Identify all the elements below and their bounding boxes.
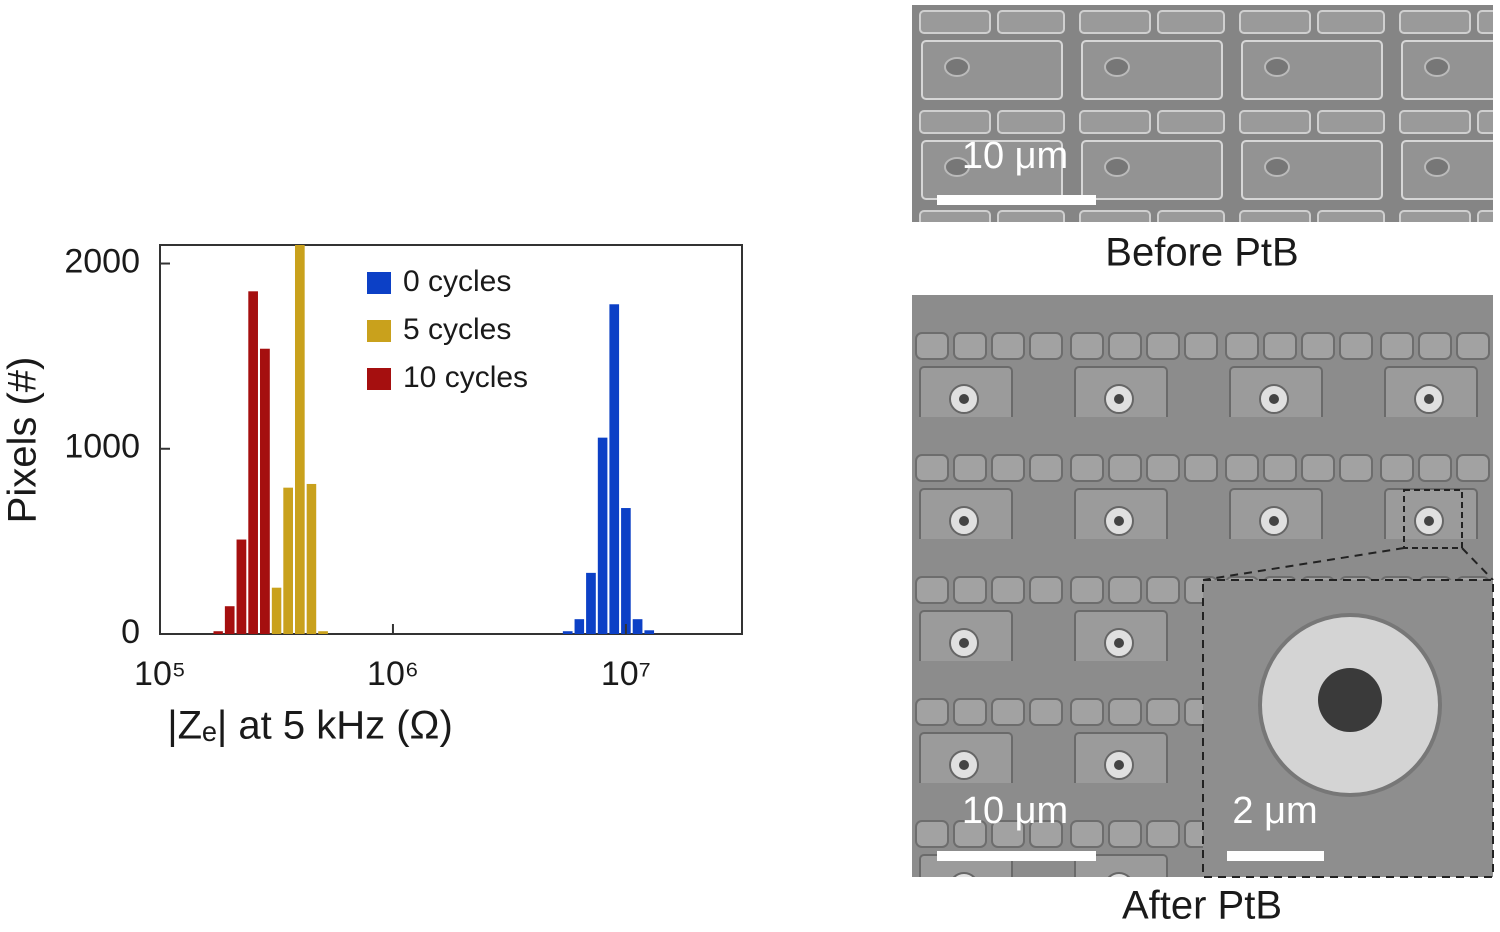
- bar: [236, 539, 247, 634]
- inset-scale-bar-label: 2 μm: [1232, 790, 1317, 832]
- bar: [586, 572, 596, 634]
- y-tick-label: 2000: [64, 243, 140, 281]
- y-tick-label: 1000: [64, 428, 140, 466]
- scale-bar-label: 10 μm: [962, 135, 1068, 177]
- x-tick-label: 10⁷: [601, 655, 651, 693]
- bar: [294, 245, 305, 634]
- bar: [562, 631, 573, 634]
- bars: [213, 245, 655, 634]
- image-caption: Before PtB: [1105, 231, 1298, 275]
- legend-swatch: [367, 368, 391, 390]
- legend-swatch: [367, 272, 391, 294]
- x-tick-label: 10⁶: [367, 655, 419, 693]
- x-tick-label: 10⁵: [134, 655, 186, 693]
- legend-swatch: [367, 320, 391, 342]
- bar: [213, 631, 223, 634]
- image-caption: After PtB: [1122, 884, 1282, 928]
- bar: [609, 304, 620, 634]
- legend-label: 0 cycles: [403, 265, 511, 298]
- legend-label: 5 cycles: [403, 313, 511, 346]
- legend-label: 10 cycles: [403, 361, 528, 394]
- sem-before: 10 μm: [912, 5, 1493, 222]
- bar: [632, 619, 643, 634]
- bar: [306, 483, 317, 634]
- bar: [621, 508, 631, 634]
- y-tick-label: 0: [121, 613, 140, 651]
- bar: [318, 631, 328, 634]
- bar: [597, 437, 608, 634]
- bar: [224, 606, 235, 634]
- sem-after: 10 μm 2 μm: [912, 295, 1494, 878]
- y-axis-label: Pixels (#): [1, 357, 45, 524]
- x-axis-label: |Zₑ| at 5 kHz (Ω): [167, 704, 453, 748]
- bar: [574, 619, 585, 634]
- bar: [644, 630, 655, 634]
- bar: [259, 348, 270, 634]
- bar: [271, 587, 282, 634]
- plot-frame: [159, 244, 743, 635]
- bar: [283, 487, 293, 634]
- bar: [248, 291, 258, 634]
- scale-bar-label: 10 μm: [962, 790, 1068, 832]
